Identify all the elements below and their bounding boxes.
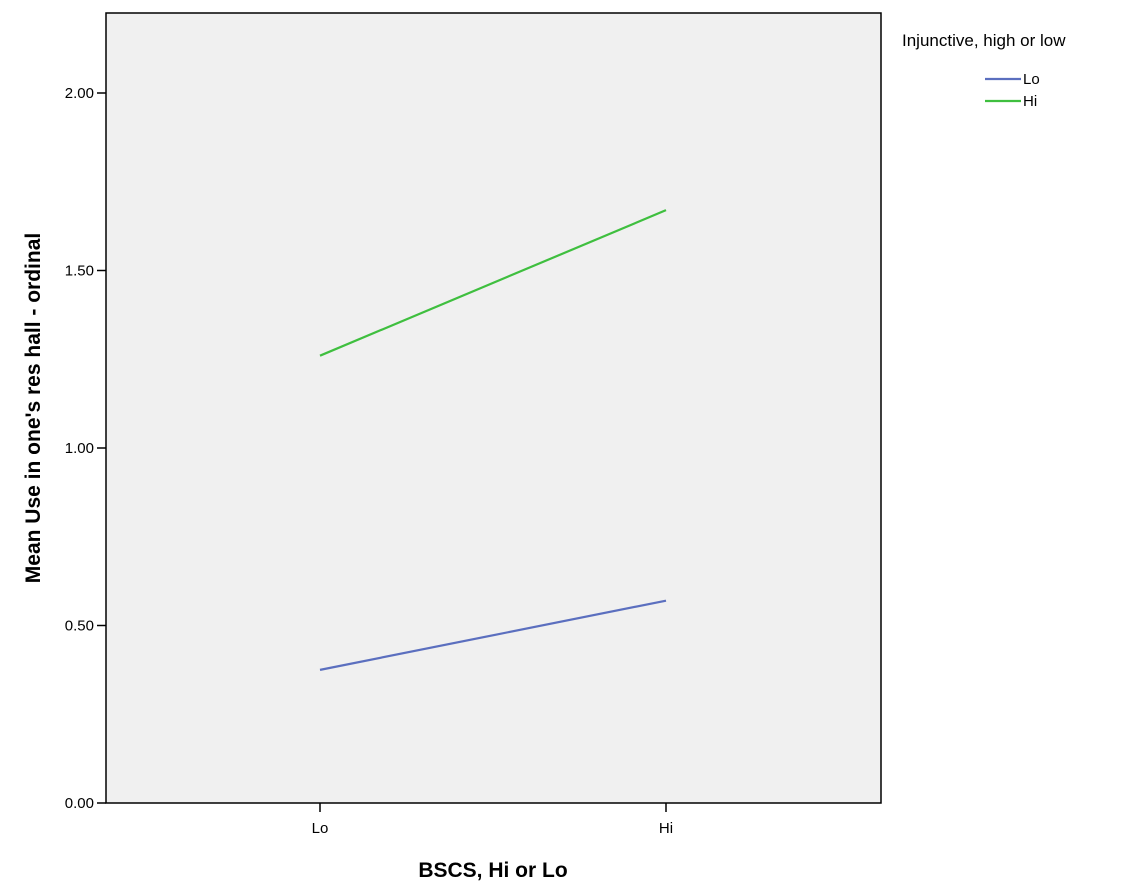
y-tick-label: 0.00 — [65, 795, 94, 812]
series-line-hi — [319, 209, 667, 357]
x-tick-label: Hi — [659, 820, 673, 837]
x-tick-label: Lo — [312, 820, 329, 837]
legend: Injunctive, high or low Lo Hi — [902, 31, 1066, 110]
y-axis: 0.00 0.50 1.00 1.50 2.00 — [65, 85, 106, 812]
x-axis-title: BSCS, Hi or Lo — [418, 859, 567, 882]
series-line-lo — [319, 599, 667, 671]
y-tick-label: 1.00 — [65, 440, 94, 457]
legend-label-lo: Lo — [1023, 71, 1040, 88]
y-axis-title: Mean Use in one's res hall - ordinal — [22, 233, 45, 583]
y-tick-label: 2.00 — [65, 85, 94, 102]
legend-label-hi: Hi — [1023, 93, 1037, 110]
plot-area — [105, 12, 882, 804]
series-lines — [319, 209, 667, 671]
legend-title: Injunctive, high or low — [902, 31, 1066, 50]
y-tick-label: 0.50 — [65, 618, 94, 635]
x-axis: Lo Hi — [312, 803, 673, 837]
y-tick-label: 1.50 — [65, 263, 94, 280]
